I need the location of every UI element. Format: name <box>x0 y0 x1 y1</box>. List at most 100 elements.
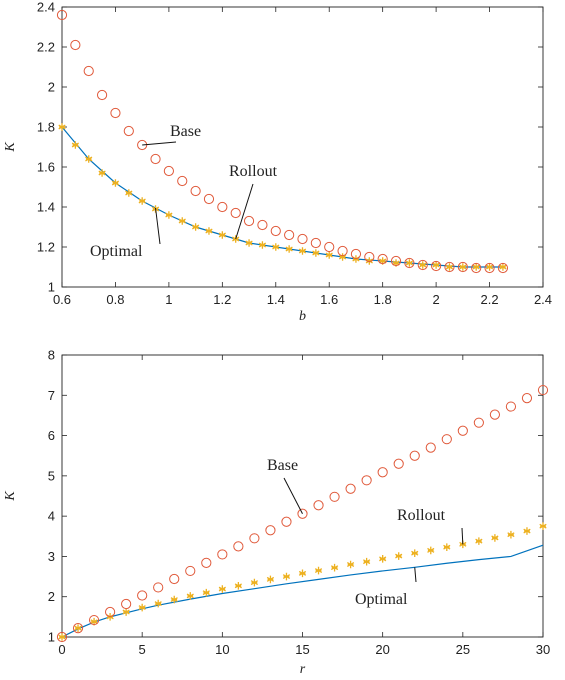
data-point-circle <box>137 590 148 601</box>
data-point-star <box>90 617 98 626</box>
data-point-star <box>74 624 82 632</box>
y-tick-label: 2.2 <box>37 40 55 55</box>
data-point-star <box>71 141 79 149</box>
x-tick-label: 1.2 <box>213 292 231 307</box>
annotation-pointer <box>414 567 417 583</box>
x-tick-label: 1.6 <box>320 292 338 307</box>
data-point-circle <box>230 207 241 219</box>
data-point-star <box>245 239 253 247</box>
y-tick-label: 6 <box>48 428 55 443</box>
data-point-star <box>312 249 320 257</box>
data-point-circle <box>444 261 455 273</box>
y-tick-label: 8 <box>48 348 55 363</box>
data-point-star <box>459 263 467 271</box>
y-tick-label: 2 <box>48 80 55 95</box>
data-point-star <box>186 592 194 600</box>
data-point-star <box>202 588 210 597</box>
data-point-star <box>539 522 547 531</box>
data-point-circle <box>153 582 164 593</box>
data-point-star <box>191 223 200 231</box>
data-point-star <box>125 189 133 197</box>
data-point-star <box>432 261 440 269</box>
data-point-circle <box>537 384 549 396</box>
series-base <box>56 9 509 274</box>
data-point-circle <box>361 475 372 486</box>
data-point-star <box>491 534 499 542</box>
data-point-circle <box>88 614 100 626</box>
data-point-circle <box>265 525 276 536</box>
data-point-star <box>419 261 427 269</box>
data-point-star <box>170 595 178 604</box>
data-point-circle <box>457 261 468 273</box>
x-tick-label: 0 <box>58 642 65 657</box>
annotation-rollout: Rollout <box>397 507 446 524</box>
data-point-star <box>282 572 291 581</box>
data-point-circle <box>190 185 201 197</box>
data-point-circle <box>123 125 134 137</box>
data-point-circle <box>217 549 228 560</box>
data-point-circle <box>56 9 68 21</box>
annotation-pointer <box>283 477 303 514</box>
data-point-star <box>363 557 371 566</box>
y-axis-label: K <box>3 491 18 502</box>
y-tick-label: 1 <box>48 630 55 645</box>
series-rollout <box>58 123 507 271</box>
data-point-star <box>218 585 226 593</box>
data-point-star <box>85 155 93 163</box>
data-point-circle <box>313 500 324 511</box>
data-point-circle <box>521 393 533 404</box>
data-point-star <box>325 251 333 259</box>
data-point-circle <box>121 598 132 610</box>
data-point-star <box>443 543 451 551</box>
annotation-optimal: Optimal <box>90 243 143 260</box>
y-tick-label: 1.8 <box>37 120 55 135</box>
data-point-circle <box>431 260 442 272</box>
x-tick-label: 20 <box>375 642 389 657</box>
chart-panel-1: 0.6 0.8 1 1.2 1.4 1.6 1.8 2 2.2 2.4 1 1.2 1.4 1.6 1.8 2… <box>3 0 552 324</box>
data-point-circle <box>377 253 388 265</box>
data-point-star <box>330 563 339 572</box>
data-point-circle <box>185 565 196 577</box>
data-point-circle <box>270 225 281 237</box>
data-point-circle <box>497 262 509 274</box>
data-point-star <box>379 555 387 563</box>
data-point-circle <box>489 409 500 420</box>
data-point-circle <box>217 201 228 213</box>
data-point-star <box>58 123 66 131</box>
data-point-circle <box>441 434 452 445</box>
data-point-star <box>379 257 387 265</box>
data-point-star <box>395 552 403 560</box>
x-tick-label: 1 <box>165 292 172 307</box>
x-tick-label: 1.8 <box>374 292 392 307</box>
data-point-star <box>346 560 355 569</box>
data-point-circle <box>425 442 436 453</box>
x-tick-label: 30 <box>536 642 550 657</box>
x-tick-label: 10 <box>215 642 229 657</box>
data-point-circle <box>457 425 468 436</box>
annotation-base: Base <box>267 457 298 474</box>
series-base <box>56 384 549 643</box>
data-point-star <box>507 530 515 539</box>
data-point-circle <box>72 623 84 634</box>
data-point-circle <box>473 417 484 428</box>
x-tick-label: 15 <box>295 642 309 657</box>
data-point-star <box>266 575 275 584</box>
data-point-circle <box>105 606 116 618</box>
data-point-circle <box>329 491 340 502</box>
data-point-circle <box>297 508 308 519</box>
annotation-rollout: Rollout <box>229 163 278 180</box>
y-tick-label: 5 <box>48 468 55 483</box>
data-point-circle <box>150 153 161 165</box>
data-point-circle <box>505 401 517 412</box>
plot-frame <box>61 354 544 638</box>
data-point-star <box>298 247 307 255</box>
data-point-star <box>58 633 66 641</box>
data-point-circle <box>377 467 388 478</box>
data-point-star <box>285 245 293 253</box>
data-point-star <box>392 259 400 267</box>
x-axis-label: b <box>299 309 306 324</box>
data-point-star <box>218 231 226 239</box>
data-point-star <box>338 253 347 261</box>
data-point-circle <box>364 251 375 263</box>
data-point-circle <box>393 458 404 469</box>
